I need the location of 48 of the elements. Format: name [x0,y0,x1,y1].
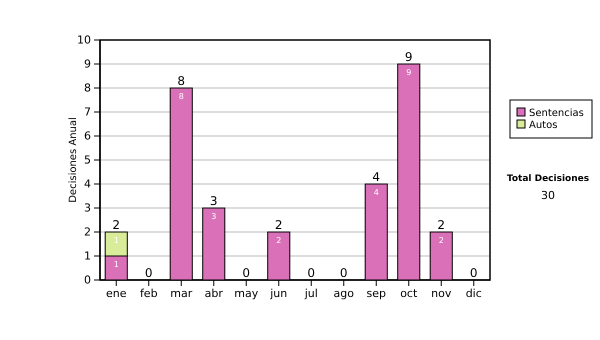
total-label: 0 [340,266,348,280]
y-tick-label: 4 [84,178,91,191]
total-label: 2 [437,218,446,232]
x-tick-label: dic [466,286,482,300]
y-tick-label: 2 [84,226,91,239]
text: 30 [541,189,555,202]
x-tick-label: sep [366,286,386,300]
data-label: 8 [178,92,184,101]
data-label: 2 [276,236,282,245]
text: Total Decisiones [506,174,590,184]
data-label: 3 [211,212,216,221]
y-tick-label: 10 [77,34,91,47]
x-tick-label: abr [204,286,224,300]
x-tick-label: jul [304,286,318,300]
x-tick-label: jun [269,286,288,300]
total-label: 3 [210,194,218,208]
y-axis-title: Decisiones Anual [68,117,79,203]
total-label: 4 [372,170,380,184]
y-tick-label: 9 [84,58,91,71]
data-label: 9 [406,68,412,77]
x-tick-label: may [234,286,259,300]
data-label: 1 [114,236,119,245]
total-label: 0 [144,266,153,280]
y-tick-label: 6 [84,130,91,143]
x-tick-label: oct [400,286,418,300]
total-label: 0 [307,266,316,280]
legend-label: Autos [529,120,558,131]
data-label: 1 [114,260,119,269]
y-tick-label: 3 [84,202,91,215]
total-label: 8 [177,74,186,88]
legend-label: Sentencias [529,108,584,119]
total-label: 2 [274,218,283,232]
y-tick-label: 0 [84,274,91,287]
x-tick-label: nov [431,286,452,300]
y-tick-label: 8 [84,82,91,95]
x-tick-label: mar [170,286,193,300]
data-label: 2 [438,236,444,245]
x-tick-label: ago [334,286,354,300]
x-tick-label: ene [106,286,127,300]
y-tick-label: 1 [84,250,91,263]
y-tick-label: 5 [84,154,91,167]
total-label: 0 [242,266,250,280]
total-label: 2 [112,218,120,232]
total-label: 9 [404,50,413,64]
y-tick-label: 7 [84,106,91,119]
data-label: 4 [374,188,379,197]
total-label: 0 [470,266,478,280]
x-tick-label: feb [140,286,158,300]
